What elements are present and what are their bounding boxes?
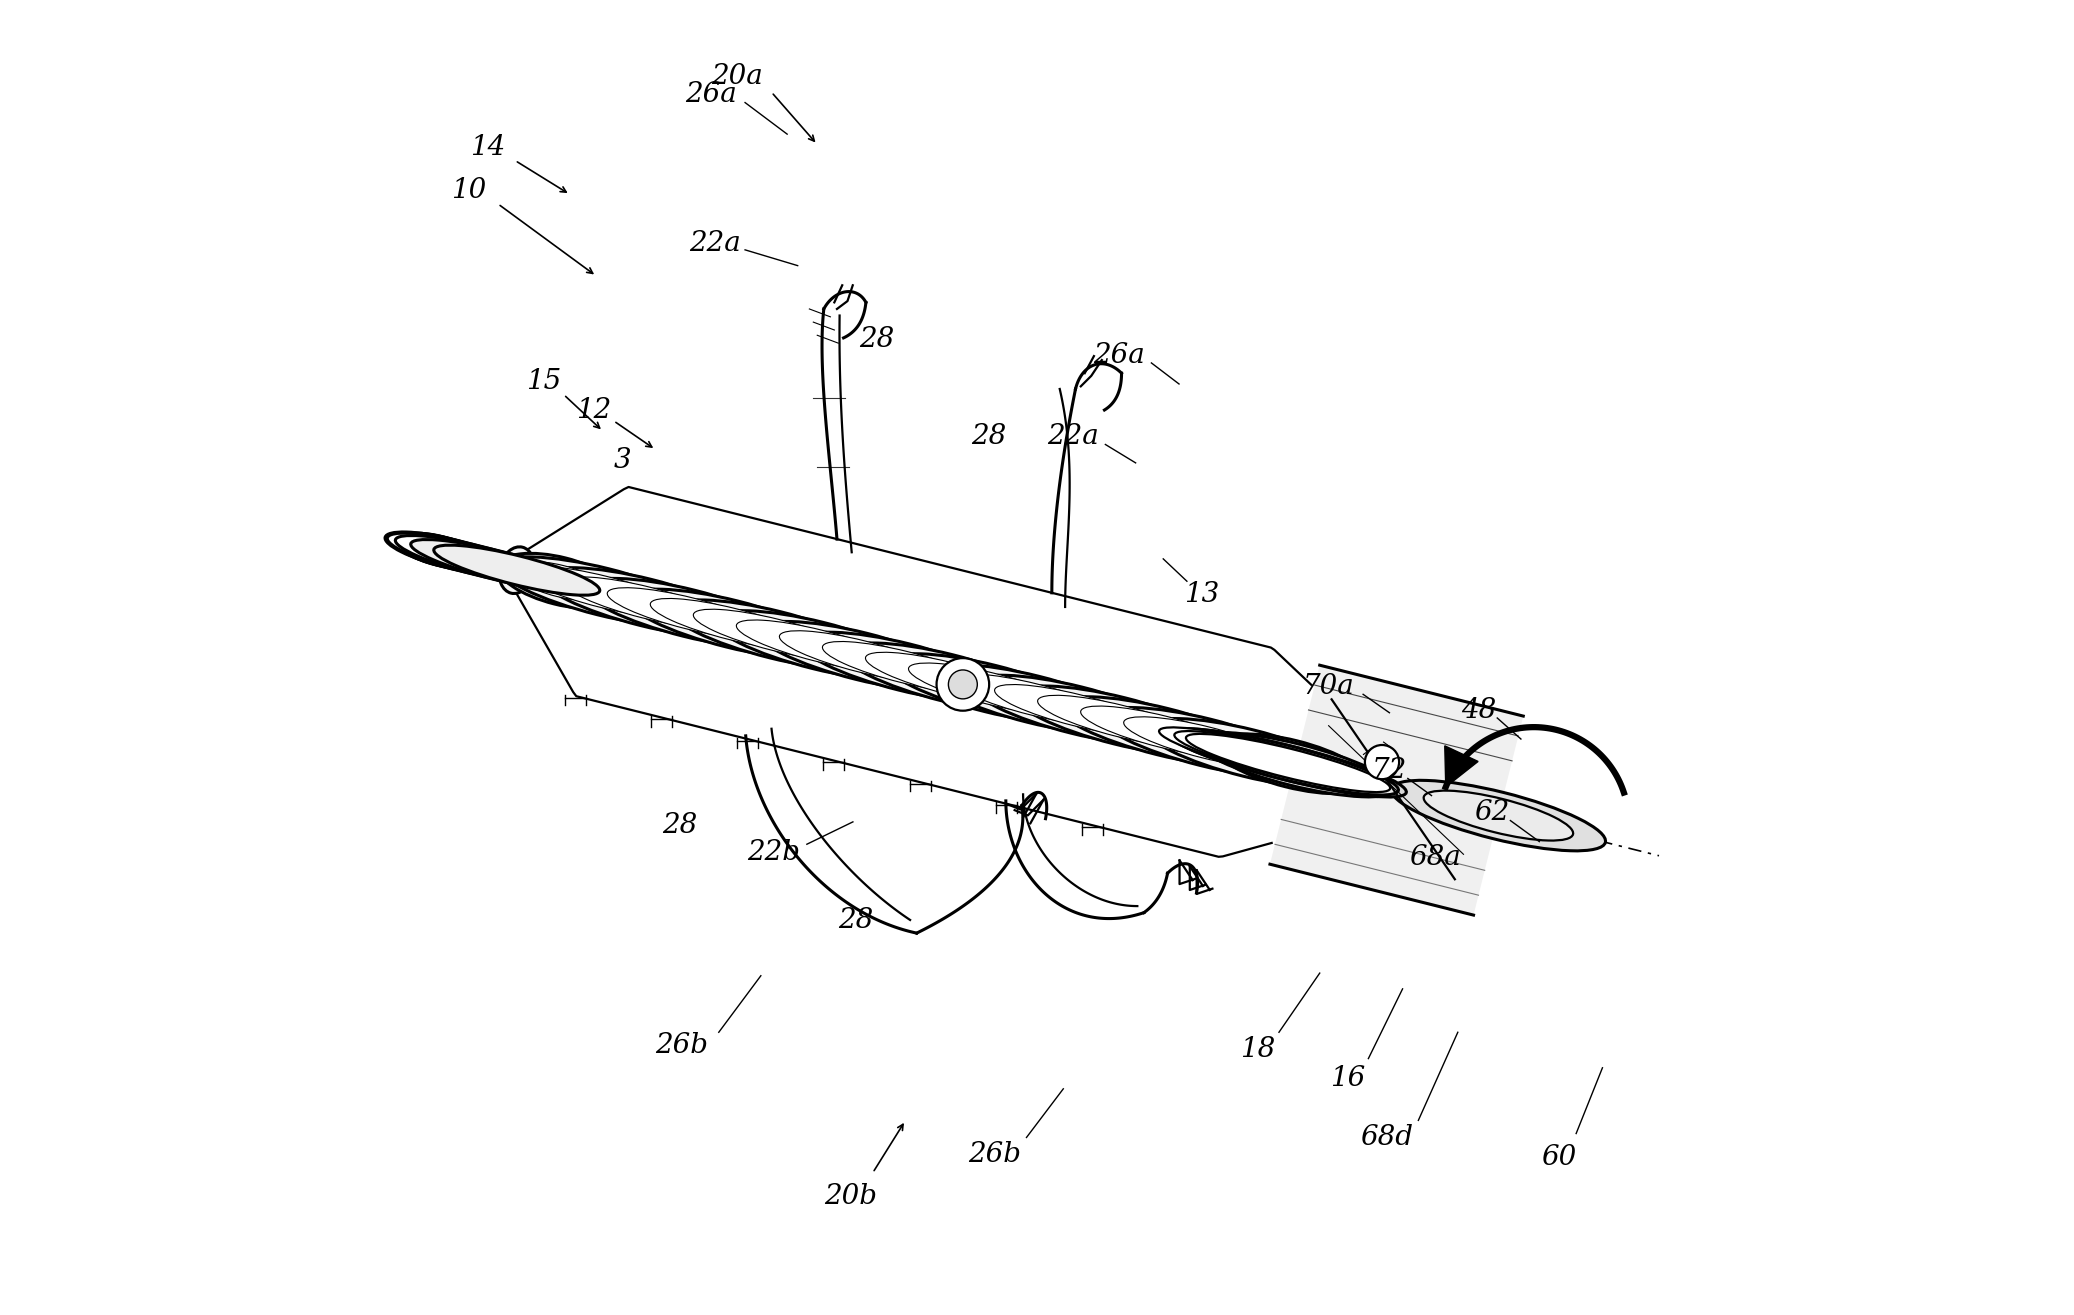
Ellipse shape xyxy=(498,556,707,626)
Ellipse shape xyxy=(512,562,608,601)
Ellipse shape xyxy=(500,547,535,593)
Text: 26b: 26b xyxy=(655,1032,709,1059)
Polygon shape xyxy=(1269,665,1522,915)
Ellipse shape xyxy=(1124,717,1288,768)
Text: 10: 10 xyxy=(452,178,487,204)
Ellipse shape xyxy=(626,589,836,659)
Text: 20a: 20a xyxy=(711,63,763,89)
Ellipse shape xyxy=(1101,707,1311,777)
Ellipse shape xyxy=(398,534,477,567)
Ellipse shape xyxy=(541,568,751,638)
Ellipse shape xyxy=(1058,697,1267,767)
Ellipse shape xyxy=(1037,696,1201,747)
Ellipse shape xyxy=(498,554,622,609)
Text: 18: 18 xyxy=(1240,1036,1276,1063)
Text: 28: 28 xyxy=(838,907,873,934)
Ellipse shape xyxy=(929,664,1139,734)
Ellipse shape xyxy=(504,555,531,585)
Ellipse shape xyxy=(1014,686,1224,756)
Circle shape xyxy=(948,669,977,698)
Ellipse shape xyxy=(392,533,494,571)
Ellipse shape xyxy=(1186,734,1390,792)
Ellipse shape xyxy=(736,619,900,671)
Text: 16: 16 xyxy=(1329,1065,1365,1091)
Ellipse shape xyxy=(886,654,1095,723)
Text: 26a: 26a xyxy=(684,82,736,108)
Ellipse shape xyxy=(908,663,1072,714)
Text: 68a: 68a xyxy=(1410,844,1462,871)
Ellipse shape xyxy=(1392,780,1605,851)
Text: 22b: 22b xyxy=(747,839,801,865)
Ellipse shape xyxy=(1232,743,1352,785)
Ellipse shape xyxy=(1195,732,1394,797)
Ellipse shape xyxy=(651,598,813,650)
Ellipse shape xyxy=(1168,727,1329,778)
Ellipse shape xyxy=(1145,718,1352,788)
Text: 28: 28 xyxy=(859,326,894,352)
Ellipse shape xyxy=(996,685,1157,735)
Text: 22a: 22a xyxy=(1047,423,1099,450)
Text: 22a: 22a xyxy=(689,230,740,256)
Ellipse shape xyxy=(1423,790,1574,840)
Polygon shape xyxy=(1446,746,1479,786)
Text: 62: 62 xyxy=(1475,800,1510,826)
Text: 26b: 26b xyxy=(969,1141,1020,1168)
Ellipse shape xyxy=(521,567,684,617)
Ellipse shape xyxy=(823,642,985,693)
Ellipse shape xyxy=(971,675,1180,744)
Ellipse shape xyxy=(585,579,794,648)
Ellipse shape xyxy=(670,600,879,669)
Text: 26a: 26a xyxy=(1093,342,1145,368)
Ellipse shape xyxy=(433,546,599,596)
Ellipse shape xyxy=(842,643,1052,713)
Text: 28: 28 xyxy=(662,813,697,839)
Ellipse shape xyxy=(564,577,728,629)
Ellipse shape xyxy=(757,622,966,692)
Ellipse shape xyxy=(1176,731,1406,797)
Text: 60: 60 xyxy=(1541,1144,1576,1170)
Text: 14: 14 xyxy=(469,134,504,160)
Ellipse shape xyxy=(865,652,1029,704)
Ellipse shape xyxy=(388,533,535,580)
Ellipse shape xyxy=(386,533,512,575)
Ellipse shape xyxy=(693,609,857,660)
Ellipse shape xyxy=(1168,729,1398,796)
Ellipse shape xyxy=(1174,731,1383,790)
Text: 13: 13 xyxy=(1184,581,1220,608)
Ellipse shape xyxy=(798,633,1008,702)
Text: 48: 48 xyxy=(1462,697,1497,723)
Ellipse shape xyxy=(952,673,1116,725)
Ellipse shape xyxy=(1215,734,1369,794)
Ellipse shape xyxy=(411,539,585,592)
Circle shape xyxy=(1365,746,1400,780)
Ellipse shape xyxy=(396,535,562,585)
Ellipse shape xyxy=(1159,727,1379,789)
Text: 28: 28 xyxy=(971,423,1006,450)
Text: 72: 72 xyxy=(1371,757,1406,784)
Circle shape xyxy=(937,658,989,710)
Text: 15: 15 xyxy=(527,368,562,394)
Text: 68d: 68d xyxy=(1361,1124,1412,1151)
Ellipse shape xyxy=(608,588,772,639)
Ellipse shape xyxy=(1081,706,1244,757)
Text: 12: 12 xyxy=(577,397,612,423)
Ellipse shape xyxy=(713,610,923,680)
Text: 20b: 20b xyxy=(823,1184,877,1210)
Text: 3: 3 xyxy=(614,447,633,473)
Ellipse shape xyxy=(780,631,944,681)
Text: 70a: 70a xyxy=(1302,673,1354,700)
